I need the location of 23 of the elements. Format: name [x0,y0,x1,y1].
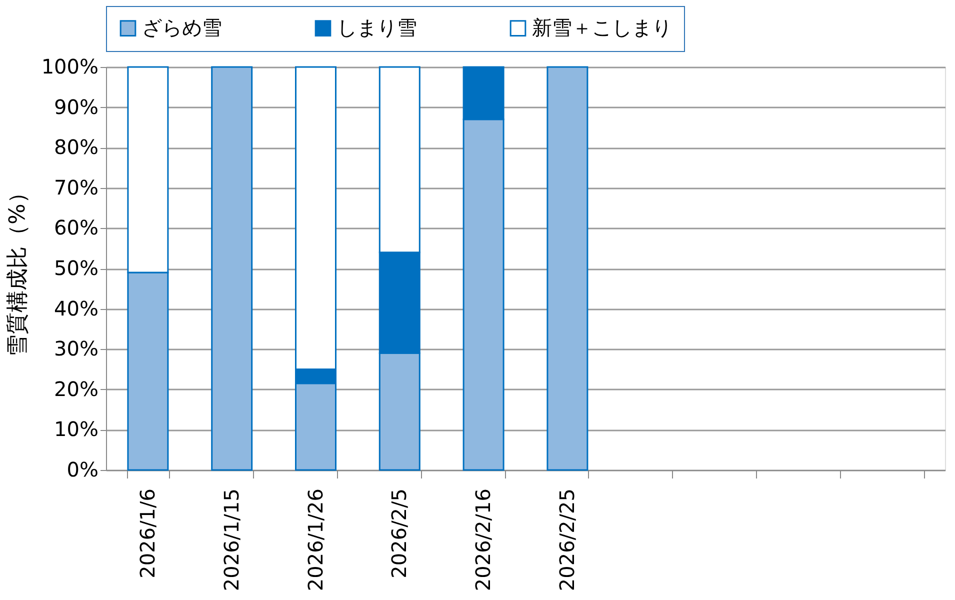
y-tick-label: 30% [54,336,98,361]
legend-label: ざらめ雪 [142,15,222,40]
y-tick-label: 70% [54,175,98,200]
y-tick-label: 0% [66,458,98,482]
y-tick-label: 50% [54,256,98,280]
legend-label: しまり雪 [337,15,417,40]
y-tick-label: 90% [54,94,98,119]
legend-label: 新雪＋こしまり [532,15,672,40]
y-tick-label: 20% [54,376,98,401]
x-tick-label: 2026/2/5 [387,488,412,578]
x-tick-label: 2026/1/15 [219,488,244,592]
x-tick-label: 2026/2/25 [554,488,579,592]
y-tick-label: 40% [54,296,98,320]
x-tick-label: 2026/1/6 [135,488,160,578]
y-tick-label: 10% [54,417,98,442]
y-tick-label: 60% [54,216,98,240]
y-axis-title: 雪質構成比（%） [5,182,30,356]
y-tick-label: 100% [41,54,98,78]
x-tick-label: 2026/2/16 [471,488,496,592]
y-tick-label: 80% [54,135,98,160]
bar [211,66,253,471]
bar [546,66,588,471]
x-tick-label: 2026/1/26 [303,488,328,592]
